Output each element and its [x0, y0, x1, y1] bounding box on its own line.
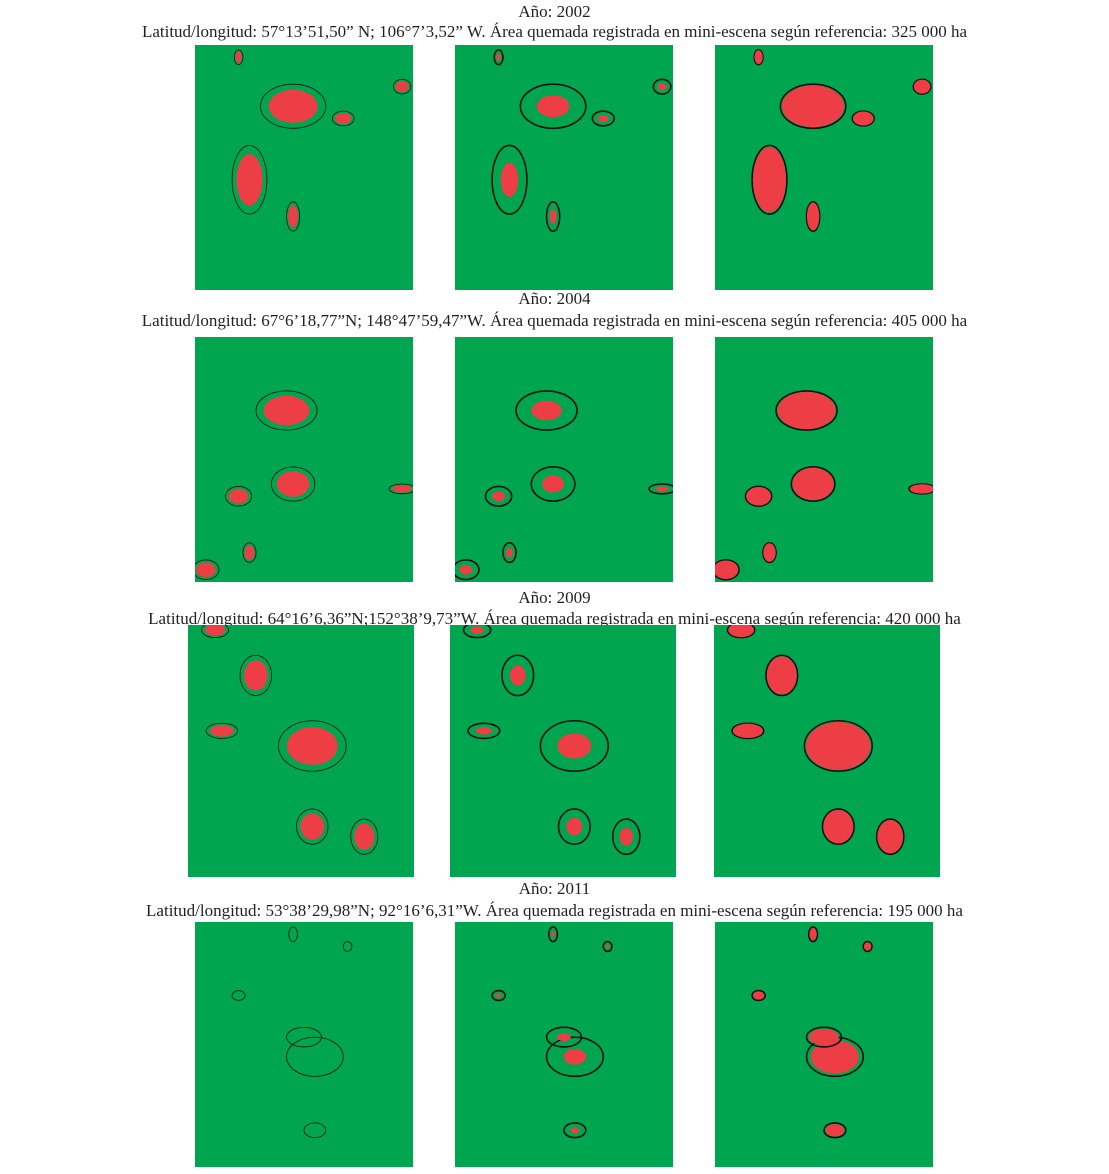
map-background	[195, 337, 413, 582]
burned-area	[501, 163, 518, 197]
burn-map	[715, 337, 933, 582]
burned-area	[392, 485, 412, 492]
burned-area	[288, 205, 298, 227]
burned-area	[853, 112, 874, 126]
burned-area	[496, 54, 500, 61]
burned-area	[264, 396, 310, 425]
burned-area	[196, 562, 216, 577]
burned-area	[459, 565, 472, 575]
burned-area	[531, 401, 562, 421]
burned-area	[809, 928, 816, 940]
burned-area	[542, 475, 564, 492]
burned-area	[564, 1049, 587, 1065]
burned-area	[658, 83, 667, 90]
burn-map	[195, 45, 413, 290]
burned-area	[300, 813, 324, 839]
burn-map	[455, 922, 673, 1167]
burned-area	[792, 468, 833, 501]
burned-area	[335, 113, 351, 124]
burned-area	[809, 1029, 839, 1046]
year-label: Año: 2011	[0, 879, 1109, 899]
burn-map	[714, 625, 940, 877]
burn-map	[715, 45, 933, 290]
year-label: Año: 2009	[0, 588, 1109, 608]
burned-area	[767, 656, 797, 694]
location-caption: Latitud/longitud: 57°13’51,50” N; 106°7’…	[0, 22, 1109, 42]
burn-map	[188, 625, 414, 877]
burned-area	[550, 209, 557, 224]
burn-map	[455, 45, 673, 290]
burned-area	[826, 1124, 845, 1136]
burned-area	[806, 722, 870, 770]
burned-area	[753, 147, 786, 212]
burned-area	[606, 945, 609, 949]
burned-area	[753, 991, 764, 999]
burned-area	[557, 733, 591, 758]
burned-area	[620, 828, 634, 846]
burn-map	[195, 337, 413, 582]
burn-map	[450, 625, 676, 877]
burned-area	[470, 626, 484, 634]
map-background	[195, 45, 413, 290]
burn-map	[195, 922, 413, 1167]
burned-area	[476, 727, 492, 735]
map-background	[455, 337, 673, 582]
burned-area	[354, 823, 374, 849]
map-background	[455, 45, 673, 290]
burned-area	[656, 486, 669, 491]
page: Año: 2002Latitud/longitud: 57°13’51,50” …	[0, 0, 1109, 1174]
burned-area	[244, 660, 268, 690]
burned-area	[754, 50, 762, 64]
burned-area	[396, 81, 409, 92]
burned-area	[236, 154, 262, 205]
burned-area	[782, 85, 844, 127]
burned-area	[763, 543, 775, 562]
burned-area	[506, 548, 513, 558]
burned-area	[733, 724, 763, 738]
burned-area	[551, 931, 554, 937]
burned-area	[557, 1033, 571, 1041]
burned-area	[746, 487, 771, 506]
burned-area	[492, 491, 505, 501]
burned-area	[496, 994, 501, 998]
map-background	[715, 45, 933, 290]
location-caption: Latitud/longitud: 53°38’29,98”N; 92°16’6…	[0, 901, 1109, 921]
burned-area	[537, 95, 570, 117]
burn-map	[455, 337, 673, 582]
year-label: Año: 2002	[0, 2, 1109, 22]
burned-area	[807, 203, 819, 231]
burn-map	[715, 922, 933, 1167]
burned-area	[598, 115, 609, 122]
map-background	[715, 337, 933, 582]
burned-area	[269, 90, 318, 123]
burned-area	[287, 727, 338, 765]
year-label: Año: 2004	[0, 289, 1109, 309]
burned-area	[235, 52, 242, 63]
burned-area	[914, 80, 931, 94]
location-caption: Latitud/longitud: 67°6’18,77”N; 148°47’5…	[0, 311, 1109, 331]
burned-area	[510, 665, 526, 685]
burned-area	[210, 725, 234, 736]
burned-area	[566, 818, 582, 836]
burned-area	[277, 471, 310, 497]
burned-area	[245, 545, 255, 560]
burned-area	[823, 810, 853, 844]
burned-area	[864, 942, 871, 950]
burned-area	[229, 489, 249, 504]
burned-area	[877, 820, 903, 854]
burned-area	[778, 392, 836, 429]
burned-area	[571, 1127, 580, 1133]
